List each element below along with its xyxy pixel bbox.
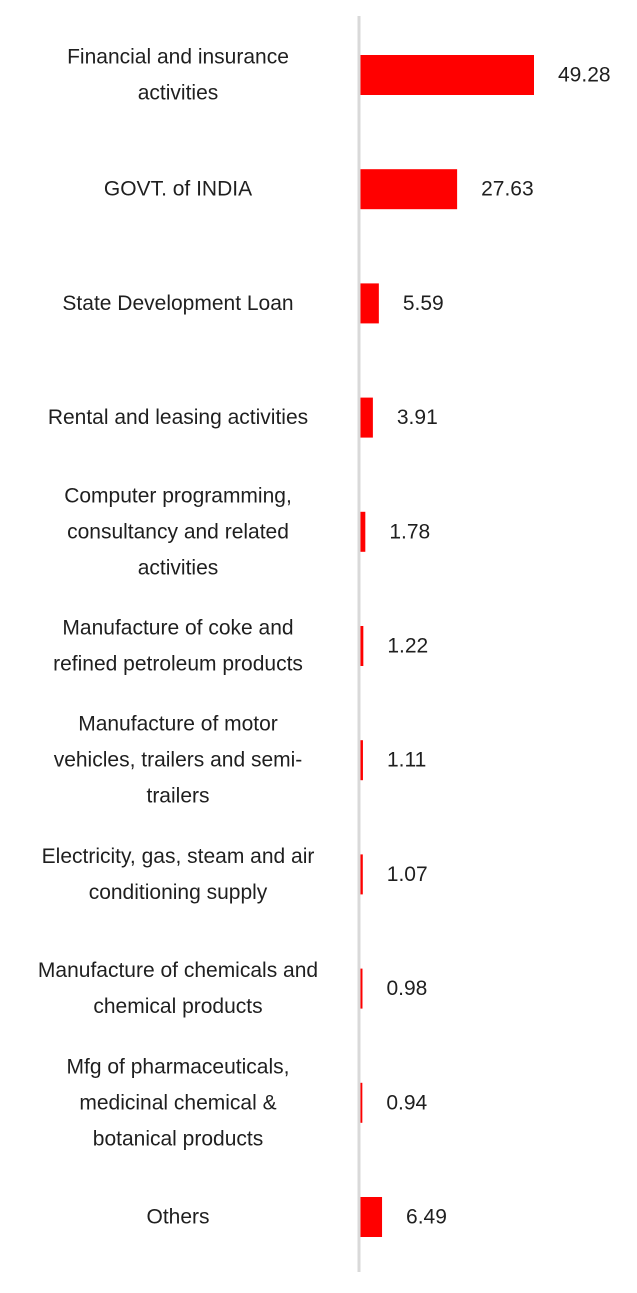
value-label-0: 49.28 <box>558 64 611 87</box>
category-label-line: activities <box>138 556 219 579</box>
category-label-line: GOVT. of INDIA <box>104 178 252 201</box>
bar-9 <box>359 1082 363 1123</box>
bar-7 <box>359 854 363 895</box>
category-label-line: chemical products <box>93 995 262 1018</box>
category-label-line: Computer programming, <box>64 484 292 507</box>
category-label-1: GOVT. of INDIA <box>104 178 252 201</box>
category-label-line: vehicles, trailers and semi- <box>54 749 303 772</box>
category-label-line: conditioning supply <box>89 881 268 904</box>
bar-1 <box>359 169 458 210</box>
bar-6 <box>359 740 363 781</box>
bar-8 <box>359 968 363 1009</box>
bar-3 <box>359 397 373 438</box>
value-label-3: 3.91 <box>397 406 438 429</box>
value-label-10: 6.49 <box>406 1206 447 1229</box>
value-label-9: 0.94 <box>386 1091 427 1114</box>
category-label-line: Others <box>146 1206 209 1229</box>
bar-10 <box>359 1197 383 1237</box>
category-label-5: Manufacture of coke and refined petroleum… <box>53 617 303 676</box>
value-label-7: 1.07 <box>387 863 428 886</box>
category-label-line: refined petroleum products <box>53 653 303 676</box>
category-label-7: Electricity, gas, steam and air condition… <box>42 845 315 904</box>
value-label-2: 5.59 <box>403 292 444 315</box>
bar-0 <box>359 55 534 95</box>
category-label-line: State Development Loan <box>62 292 293 315</box>
bars-group <box>359 55 534 1237</box>
category-label-line: Mfg of pharmaceuticals, <box>67 1055 290 1078</box>
bar-2 <box>359 283 379 324</box>
category-label-line: consultancy and related <box>67 520 289 543</box>
value-label-8: 0.98 <box>386 977 427 1000</box>
category-label-line: Electricity, gas, steam and air <box>42 845 315 868</box>
category-labels-group: Financial and insurance activities GOVT. o… <box>38 46 318 1229</box>
value-label-6: 1.11 <box>387 749 426 772</box>
category-label-line: Financial and insurance <box>67 46 289 69</box>
category-label-line: Manufacture of motor <box>78 713 278 736</box>
category-label-10: Others <box>146 1206 209 1229</box>
category-label-line: activities <box>138 82 219 105</box>
value-labels-group: 49.28 27.63 5.59 3.91 1.78 1.22 1.11 1.07 0.98 0.… <box>386 64 610 1229</box>
value-label-1: 27.63 <box>481 178 534 201</box>
category-label-line: Manufacture of chemicals and <box>38 959 318 982</box>
bar-4 <box>359 511 366 552</box>
value-label-5: 1.22 <box>387 635 428 658</box>
category-label-line: botanical products <box>93 1127 263 1150</box>
category-label-9: Mfg of pharmaceuticals, medicinal chemica… <box>67 1055 290 1150</box>
category-label-4: Computer programming, consultancy and rel… <box>64 484 292 579</box>
category-label-line: Manufacture of coke and <box>62 617 293 640</box>
bar-5 <box>359 626 364 666</box>
category-label-line: trailers <box>146 785 209 808</box>
category-label-3: Rental and leasing activities <box>48 406 308 429</box>
category-label-6: Manufacture of motor vehicles, trailers a… <box>54 713 303 808</box>
category-label-2: State Development Loan <box>62 292 293 315</box>
category-label-8: Manufacture of chemicals and chemical pro… <box>38 959 318 1018</box>
value-label-4: 1.78 <box>389 520 430 543</box>
category-label-line: Rental and leasing activities <box>48 406 308 429</box>
category-label-0: Financial and insurance activities <box>67 46 289 105</box>
category-label-line: medicinal chemical & <box>79 1091 276 1114</box>
